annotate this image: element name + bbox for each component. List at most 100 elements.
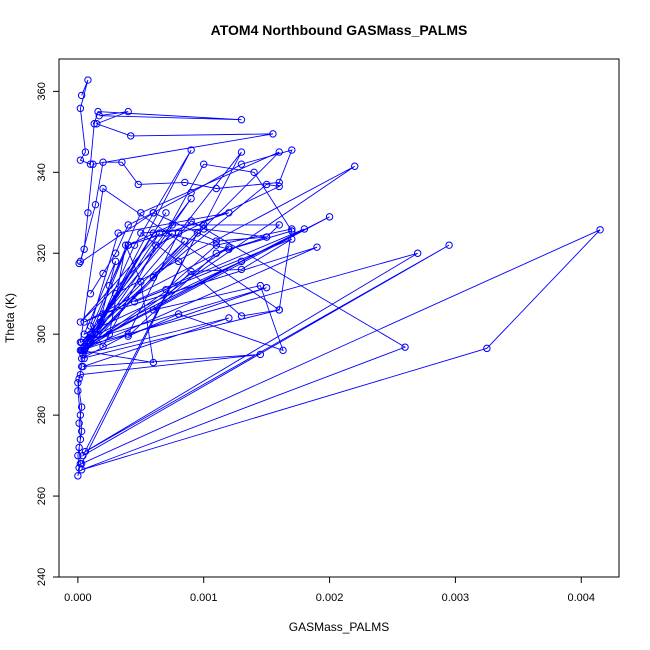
data-point xyxy=(225,245,233,253)
data-point xyxy=(84,209,92,217)
data-point xyxy=(262,233,271,241)
data-point xyxy=(91,200,100,209)
data-point xyxy=(288,225,296,233)
data-point xyxy=(237,116,246,124)
data-point xyxy=(74,472,82,480)
data-point xyxy=(124,332,132,340)
data-point xyxy=(237,265,246,274)
data-point xyxy=(212,237,221,245)
data-point xyxy=(149,273,158,282)
data-point xyxy=(200,160,208,168)
data-point xyxy=(162,209,170,217)
data-point xyxy=(93,120,101,128)
data-point xyxy=(127,132,135,140)
data-point xyxy=(168,221,176,229)
data-point xyxy=(237,160,246,168)
y-tick-label: 360 xyxy=(36,82,48,100)
data-point xyxy=(275,182,283,191)
data-point xyxy=(95,111,103,120)
data-point xyxy=(225,209,233,217)
data-point xyxy=(187,146,195,154)
data-point xyxy=(187,217,195,225)
data-point xyxy=(162,229,170,237)
data-point xyxy=(262,180,271,189)
y-tick-label: 280 xyxy=(36,406,48,424)
data-point xyxy=(124,330,132,338)
x-axis: 0.000 0.001 0.002 0.003 0.004 xyxy=(64,576,595,604)
data-point xyxy=(118,158,126,166)
data-point xyxy=(225,243,233,251)
y-tick-label: 320 xyxy=(36,244,48,262)
data-point xyxy=(300,225,309,233)
data-point xyxy=(250,168,258,177)
data-point xyxy=(75,375,83,383)
x-tick-label: 0.001 xyxy=(190,592,218,604)
data-point xyxy=(99,342,107,351)
data-point xyxy=(80,346,88,355)
data-point xyxy=(86,322,95,330)
y-tick-label: 340 xyxy=(36,163,48,181)
data-point xyxy=(225,314,233,322)
data-point xyxy=(237,148,246,156)
y-tick-label: 300 xyxy=(36,325,48,343)
data-point xyxy=(269,130,277,138)
data-point xyxy=(351,162,359,170)
y-axis-label: Theta (K) xyxy=(3,293,17,343)
y-axis: 240 260 280 300 320 340 360 xyxy=(36,82,60,586)
data-point xyxy=(80,330,88,338)
data-point xyxy=(162,285,170,294)
data-point xyxy=(124,241,132,249)
data-point xyxy=(212,249,221,257)
data-point xyxy=(86,290,95,298)
data-point xyxy=(111,249,120,257)
series-line xyxy=(77,149,601,476)
data-point xyxy=(76,104,85,113)
data-point xyxy=(76,257,85,266)
x-tick-label: 0.004 xyxy=(567,592,595,604)
data-point xyxy=(174,310,183,318)
data-point xyxy=(86,338,95,346)
data-point xyxy=(256,281,265,290)
series-layer xyxy=(74,76,604,480)
data-point xyxy=(413,249,422,257)
data-point xyxy=(93,330,101,338)
x-tick-label: 0.003 xyxy=(442,592,470,604)
data-point xyxy=(111,257,120,266)
data-point xyxy=(74,379,82,387)
data-point xyxy=(81,447,90,456)
chart-title: ATOM4 Northbound GASMass_PALMS xyxy=(211,22,468,38)
data-point xyxy=(79,350,87,359)
data-point xyxy=(99,269,107,278)
data-point xyxy=(74,451,82,460)
data-point xyxy=(313,243,321,251)
data-point xyxy=(288,235,296,243)
data-point xyxy=(99,184,107,193)
data-point xyxy=(76,156,85,164)
data-point xyxy=(75,419,83,427)
data-point xyxy=(76,435,85,444)
data-point xyxy=(288,227,296,235)
data-point xyxy=(137,229,145,237)
data-point xyxy=(80,318,88,326)
data-point xyxy=(94,107,102,116)
data-point xyxy=(86,334,95,342)
x-tick-label: 0.000 xyxy=(64,592,92,604)
data-point xyxy=(75,259,83,268)
data-point xyxy=(90,120,98,128)
data-point xyxy=(74,387,82,395)
data-point xyxy=(152,241,160,249)
data-point xyxy=(275,306,283,314)
data-point xyxy=(275,148,283,156)
data-point xyxy=(79,362,87,371)
data-point xyxy=(137,277,145,286)
data-point xyxy=(200,225,208,233)
plot-frame xyxy=(58,58,620,578)
data-point xyxy=(445,241,453,249)
data-point xyxy=(77,354,86,363)
data-point xyxy=(275,178,283,187)
data-point xyxy=(237,257,246,266)
data-point xyxy=(80,245,88,253)
data-point xyxy=(279,346,287,355)
